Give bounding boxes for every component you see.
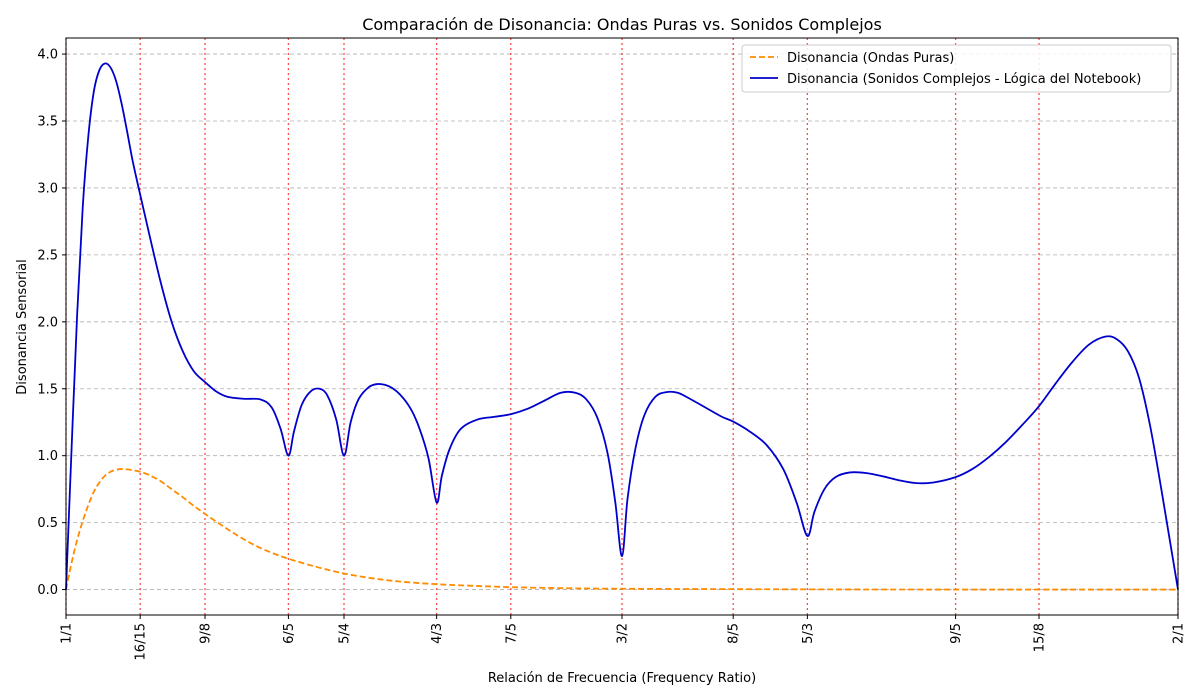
ratio-reference-lines <box>65 38 1179 615</box>
x-tick-label: 1/1 <box>60 623 75 644</box>
y-tick-label: 2.0 <box>37 315 58 330</box>
x-tick-label: 2/1 <box>1172 623 1187 644</box>
x-tick-label: 9/5 <box>949 623 964 644</box>
x-tick-label: 15/8 <box>1033 623 1048 652</box>
y-tick-label: 2.5 <box>37 248 58 263</box>
y-tick-label: 0.5 <box>37 516 58 531</box>
legend-label-pure: Disonancia (Ondas Puras) <box>787 51 954 66</box>
x-tick-label: 6/5 <box>282 623 297 644</box>
x-tick-label: 8/5 <box>727 623 742 644</box>
legend-label-complex: Disonancia (Sonidos Complejos - Lógica d… <box>787 72 1141 87</box>
series-line-pure <box>65 468 1178 591</box>
x-axis: 1/1 16/15 9/8 6/5 5/4 4/3 7/5 3/2 8/5 5/3 9/5 15/8 2… <box>60 615 1187 660</box>
series-layer <box>65 62 1179 591</box>
x-tick-label: 4/3 <box>430 623 445 644</box>
y-tick-label: 1.5 <box>37 382 58 397</box>
x-tick-label: 7/5 <box>504 623 519 644</box>
x-tick-label: 5/4 <box>338 623 353 644</box>
y-tick-label: 3.0 <box>37 181 58 196</box>
chart-title: Comparación de Disonancia: Ondas Puras v… <box>362 15 882 34</box>
y-tick-label: 3.5 <box>37 115 58 130</box>
x-tick-label: 3/2 <box>616 623 631 644</box>
x-axis-label: Relación de Frecuencia (Frequency Ratio) <box>488 671 756 686</box>
legend-frame <box>741 44 1172 93</box>
y-tick-label: 0.0 <box>37 583 58 598</box>
y-tick-label: 4.0 <box>37 48 58 63</box>
x-tick-label: 16/15 <box>134 623 149 660</box>
y-axis-label: Disonancia Sensorial <box>15 259 30 394</box>
legend: Disonancia (Ondas Puras) Disonancia (Son… <box>741 44 1172 93</box>
y-tick-label: 1.0 <box>37 449 58 464</box>
y-axis: 0.0 0.5 1.0 1.5 2.0 2.5 3.0 3.5 4.0 <box>37 48 66 598</box>
series-line-complex <box>65 62 1179 590</box>
x-tick-label: 5/3 <box>801 623 816 644</box>
x-tick-label: 9/8 <box>199 623 214 644</box>
